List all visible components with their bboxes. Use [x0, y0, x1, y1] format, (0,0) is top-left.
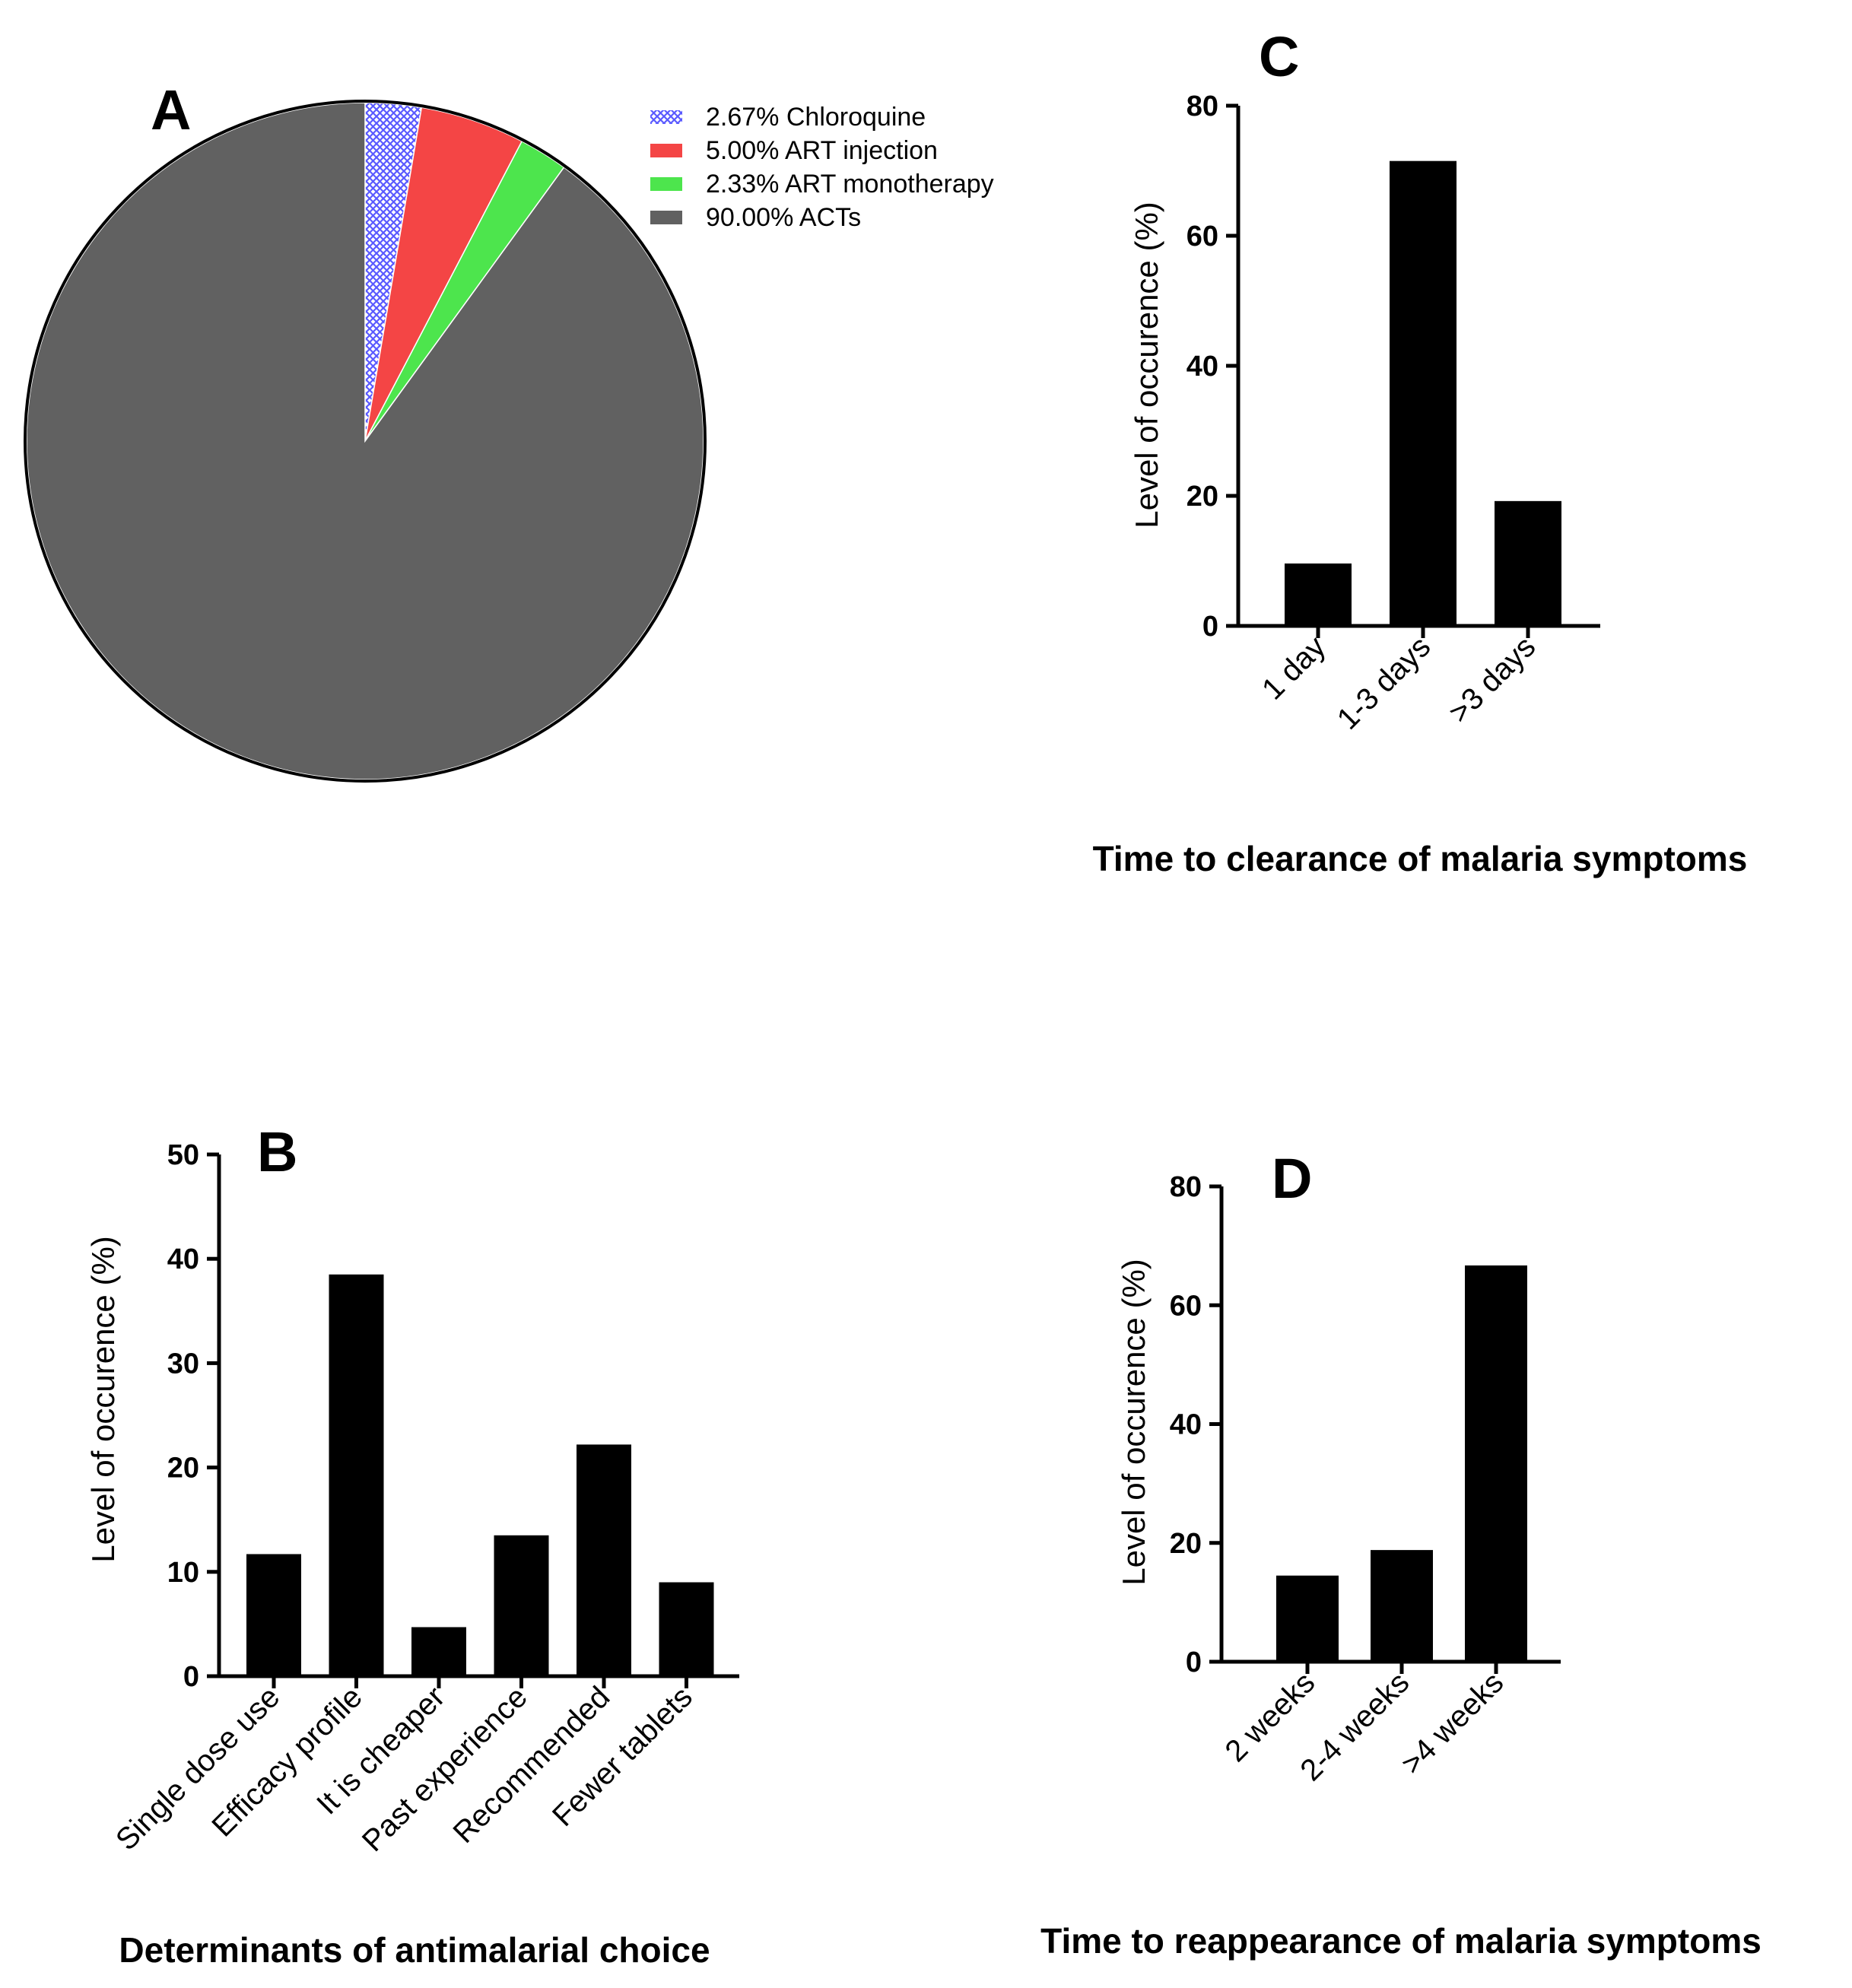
panel-b-x-axis-title: Determinants of antimalarial choice [119, 1930, 710, 1970]
pie-slice-acts [26, 102, 704, 780]
legend-label-chloroquine: 2.67% Chloroquine [706, 103, 926, 132]
panel-a-letter: A [151, 78, 191, 141]
panel-c-y-tick-label: 40 [1186, 351, 1218, 383]
panel-d-bar-chart: D Level of occurence (%) Time to reappea… [1040, 1147, 1761, 1961]
panel-d-bar-2-weeks [1276, 1575, 1339, 1662]
panel-b-y-axis-title: Level of occurence (%) [85, 1236, 121, 1563]
panel-d-letter: D [1272, 1147, 1312, 1210]
panel-c-letter: C [1259, 25, 1299, 88]
panel-b-bar-recommended [577, 1444, 631, 1676]
panel-d-y-axis-title: Level of occurence (%) [1116, 1259, 1152, 1586]
panel-c-y-tick-label: 60 [1186, 221, 1218, 252]
panel-b-bar-efficacy-profile [329, 1274, 384, 1676]
panel-c-bar-1-day [1285, 563, 1352, 626]
panel-b-y-tick-label: 50 [167, 1139, 199, 1171]
panel-b-bar-chart: B Level of occurence (%) Determinants of… [85, 1120, 739, 1970]
panel-c-category-label: 1 day [1256, 630, 1332, 706]
panel-c-y-tick-label: 20 [1186, 481, 1218, 513]
pie-legend: 2.67% Chloroquine 5.00% ART injection 2.… [650, 103, 994, 232]
panel-b-letter: B [257, 1120, 297, 1183]
panel-b-category-label: Efficacy profile [205, 1680, 369, 1844]
panel-b-y-tick-label: 20 [167, 1453, 199, 1485]
panel-b-bar-single-dose-use [246, 1554, 301, 1676]
panel-c-bar-3-days [1495, 500, 1561, 626]
panel-a-pie-chart: A 2.67% Chloroquine 5.00% ART injection … [24, 78, 994, 783]
legend-swatch-chloroquine [650, 110, 682, 124]
panel-b-y-tick-label: 40 [167, 1243, 199, 1275]
pie-outline [24, 100, 707, 783]
panel-c-y-tick-label: 0 [1202, 611, 1218, 643]
panel-d-y-tick-label: 60 [1170, 1290, 1202, 1322]
panel-c-y-axis-title: Level of occurence (%) [1129, 202, 1164, 529]
legend-label-acts: 90.00% ACTs [706, 203, 861, 232]
panel-d-y-tick-label: 40 [1170, 1409, 1202, 1441]
panel-b-y-tick-label: 30 [167, 1348, 199, 1380]
panel-b-bar-it-is-cheaper [411, 1627, 466, 1676]
panel-d-y-tick-label: 80 [1170, 1171, 1202, 1203]
legend-label-art-monotherapy: 2.33% ART monotherapy [706, 170, 994, 198]
panel-b-bar-past-experience [494, 1535, 549, 1676]
panel-c-category-label: >3 days [1442, 630, 1542, 729]
legend-swatch-art-injection [650, 144, 682, 157]
panel-b-bar-fewer-tablets [659, 1582, 714, 1676]
legend-swatch-art-monotherapy [650, 177, 682, 191]
panel-d-x-axis-title: Time to reappearance of malaria symptoms [1040, 1921, 1761, 1961]
panel-c-y-tick-label: 80 [1186, 91, 1218, 122]
panel-b-y-tick-label: 10 [167, 1557, 199, 1589]
panel-d-y-tick-label: 20 [1170, 1528, 1202, 1560]
panel-b-y-tick-label: 0 [183, 1661, 199, 1693]
panel-c-bar-chart: C Level of occurence (%) Time to clearan… [1093, 25, 1748, 878]
pie-slices [26, 102, 704, 780]
panel-c-x-axis-title: Time to clearance of malaria symptoms [1093, 839, 1748, 878]
legend-label-art-injection: 5.00% ART injection [706, 136, 938, 165]
panel-c-category-label: 1-3 days [1331, 630, 1437, 736]
panel-d-y-tick-label: 0 [1186, 1647, 1202, 1678]
panel-d-bar-2-4-weeks [1371, 1550, 1433, 1662]
panel-d-category-label: >4 weeks [1395, 1666, 1510, 1780]
panel-c-bar-1-3-days [1390, 160, 1457, 627]
legend-swatch-acts [650, 211, 682, 224]
panel-d-bar-4-weeks [1465, 1265, 1527, 1662]
